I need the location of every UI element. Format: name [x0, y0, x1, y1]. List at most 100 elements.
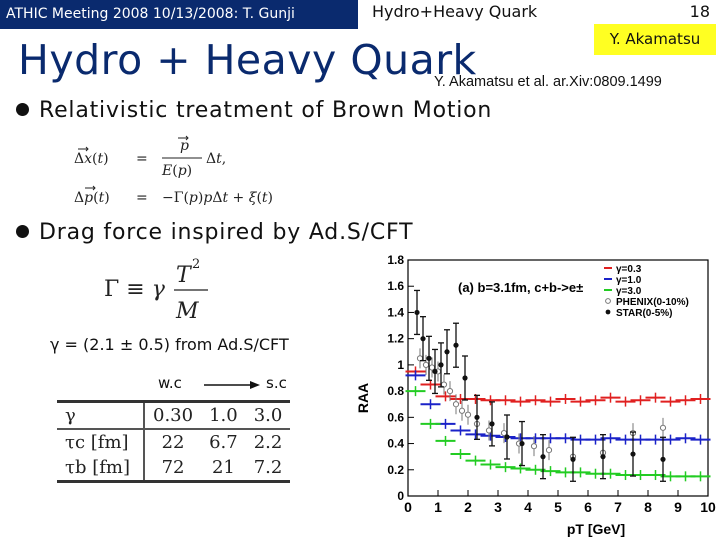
svg-text:Δt,: Δt,: [206, 151, 226, 167]
data-point: [474, 414, 480, 420]
legend-label: γ=1.0: [616, 275, 642, 286]
table-cell: 72: [144, 455, 202, 483]
data-point: [446, 388, 454, 395]
table-cell-symbol: τc [fm]: [57, 429, 145, 455]
x-tick-label: 4: [524, 499, 532, 515]
x-tick-label: 3: [494, 499, 502, 515]
table-row: γ 0.30 1.0 3.0: [57, 400, 291, 430]
data-point: [489, 421, 495, 427]
y-tick-label: 0: [397, 489, 404, 503]
data-point: [464, 411, 472, 418]
data-point: [422, 361, 430, 368]
x-tick-label: 8: [644, 499, 652, 515]
gamma-value: γ = (2.1 ± 0.5) from Ad.S/CFT: [50, 335, 289, 354]
x-axis-label: pT [GeV]: [567, 521, 625, 537]
y-tick-label: 1: [397, 358, 404, 372]
data-point: [462, 375, 468, 381]
x-tick-label: 2: [464, 499, 472, 515]
data-point: [432, 368, 438, 375]
legend-label: γ=0.3: [616, 264, 642, 275]
x-tick-label: 1: [434, 499, 442, 515]
bullet-text: Relativistic treatment of Brown Motion: [39, 98, 493, 123]
y-tick-label: 0.4: [387, 437, 404, 451]
svg-text:Γ ≡ γ: Γ ≡ γ: [104, 277, 166, 302]
svg-text:=: =: [136, 190, 148, 206]
data-point: [545, 447, 553, 454]
bullet-dot: [16, 225, 29, 238]
data-point: [540, 454, 546, 460]
table-cell: 0.30: [144, 400, 202, 430]
y-tick-label: 0.6: [387, 410, 404, 424]
svg-text:2: 2: [192, 257, 200, 272]
header-meeting: ATHIC Meeting 2008 10/13/2008: T. Gunji: [0, 0, 358, 29]
strong-coupling-label: s.c: [266, 374, 287, 392]
author-box: Y. Akamatsu: [594, 24, 716, 55]
data-point: [414, 309, 420, 316]
data-point: [660, 456, 666, 462]
data-point: [600, 454, 606, 460]
svg-text:T: T: [176, 263, 193, 288]
data-point: [420, 336, 426, 342]
y-tick-label: 1.2: [387, 332, 404, 346]
bullet-drag-force: Drag force inspired by Ad.S/CFT: [16, 220, 413, 245]
arrow-right-icon: [204, 381, 260, 389]
y-tick-label: 1.6: [387, 279, 404, 293]
y-tick-label: 0.8: [387, 384, 404, 398]
data-point: [426, 355, 432, 361]
svg-text:−Γ(p)pΔt + ξ(t): −Γ(p)pΔt + ξ(t): [162, 190, 273, 206]
data-point: [444, 349, 450, 355]
x-tick-label: 6: [584, 499, 592, 515]
header-topic: Hydro+Heavy Quark: [372, 2, 538, 21]
legend-swatch: [605, 309, 611, 315]
data-point: [438, 362, 444, 368]
data-point: [485, 427, 493, 434]
svg-text:=: =: [136, 151, 148, 167]
svg-text:E(p): E(p): [161, 163, 192, 179]
data-point: [519, 440, 525, 447]
raa-chart: 0 0.2 0.4 0.6 0.8 1 1.2 1.4 1.6 1.8 0 1 2 3 4 5 6 7 8 9 10 pT…: [355, 253, 716, 537]
weak-coupling-label: w.c: [158, 374, 182, 392]
x-tick-label: 10: [700, 499, 716, 515]
x-tick-label: 7: [614, 499, 622, 515]
x-tick-label: 9: [674, 499, 682, 515]
y-tick-label: 1.8: [387, 253, 404, 267]
svg-text:M: M: [175, 299, 199, 324]
data-point: [458, 407, 466, 414]
table-cell: 22: [161, 432, 185, 453]
table-cell: 3.0: [245, 400, 291, 430]
y-axis-label: RAA: [355, 383, 371, 413]
svg-text:Δp(t): Δp(t): [74, 190, 110, 206]
parameter-table: γ 0.30 1.0 3.0 τc [fm] 22 6.7 2.2 τb [fm…: [57, 400, 291, 483]
legend-label: STAR(0-5%): [616, 308, 672, 319]
equation-position: Δx(t) = p E(p) Δt,: [74, 134, 274, 186]
table-cell: 1.0: [201, 400, 246, 430]
equation-momentum: Δp(t) = −Γ(p)pΔt + ξ(t): [74, 182, 314, 216]
bullet-text: Drag force inspired by Ad.S/CFT: [39, 220, 414, 245]
data-point: [570, 456, 576, 462]
data-point: [452, 401, 460, 408]
data-point: [630, 451, 636, 457]
page-number: 18: [689, 2, 710, 21]
reference: Y. Akamatsu et al. ar.Xiv:0809.1499: [434, 74, 662, 90]
svg-text:Δx(t): Δx(t): [74, 151, 109, 167]
table-cell-symbol: τb [fm]: [57, 455, 145, 483]
data-point: [504, 434, 510, 440]
chart-annotation: (a) b=3.1fm, c+b->e±: [458, 280, 583, 295]
table-cell: 6.7: [209, 432, 238, 453]
table-cell: 7.2: [245, 455, 291, 483]
slide-title: Hydro + Heavy Quark: [18, 36, 477, 84]
svg-text:p: p: [180, 138, 189, 154]
data-point: [453, 342, 459, 348]
legend-swatch: [605, 298, 611, 304]
table-cell: 21: [201, 455, 246, 483]
table-cell: 2.2: [253, 432, 283, 453]
legend-label: γ=3.0: [616, 286, 642, 297]
y-tick-label: 1.4: [387, 305, 404, 319]
table-row: τc [fm] 22 6.7 2.2: [57, 429, 290, 455]
bullet-dot: [16, 103, 29, 116]
bullet-brownian: Relativistic treatment of Brown Motion: [16, 98, 492, 123]
table-cell-symbol: γ: [57, 400, 145, 430]
x-tick-label: 0: [404, 499, 412, 515]
data-point: [659, 424, 667, 431]
y-tick-label: 0.2: [387, 463, 404, 477]
